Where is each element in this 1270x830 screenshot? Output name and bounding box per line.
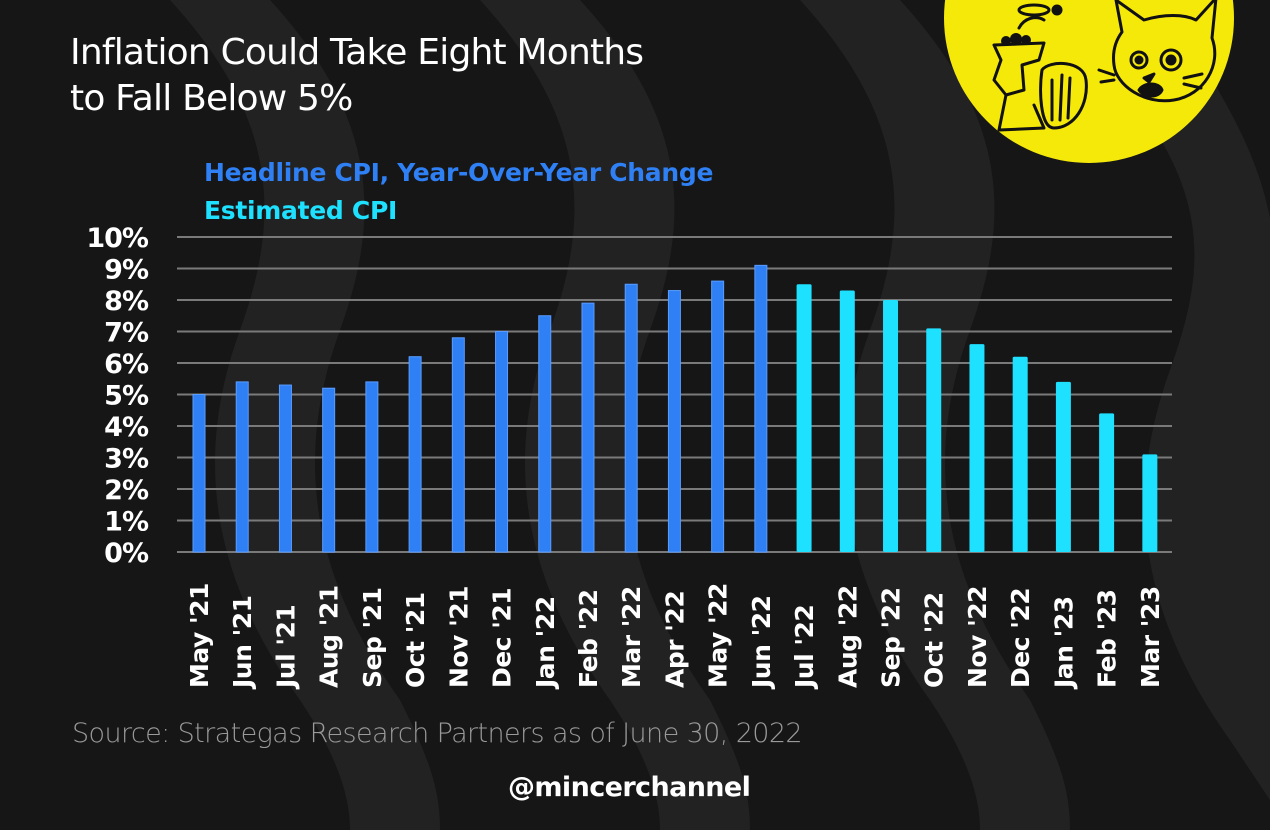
legend-headline-cpi: Headline CPI, Year-Over-Year Change (204, 158, 714, 187)
meat-grinder-and-cat-logo (944, 0, 1234, 163)
y-tick-label: 0% (104, 538, 149, 569)
bar-estimated-cpi (796, 284, 812, 552)
meat-pile-icon (1001, 33, 1031, 46)
y-tick-label: 4% (104, 412, 149, 443)
y-tick-label: 10% (86, 223, 149, 254)
bars (192, 264, 1158, 553)
cat-face-icon (1097, 0, 1218, 103)
y-tick-label: 2% (104, 475, 149, 506)
x-tick-label: Jul '22 (790, 605, 819, 690)
x-tick-label: Jun '22 (747, 595, 776, 690)
bar-headline-cpi (667, 290, 681, 553)
bar-headline-cpi (278, 384, 292, 553)
x-tick-label: May '22 (704, 583, 733, 688)
bar-headline-cpi (581, 302, 595, 553)
bar-estimated-cpi (1055, 381, 1071, 552)
y-tick-label: 7% (104, 318, 149, 349)
x-tick-label: Feb '23 (1093, 589, 1122, 688)
x-tick-label: Aug '21 (315, 585, 344, 688)
x-tick-label: Mar '23 (1136, 586, 1165, 688)
x-tick-label: Dec '21 (488, 588, 517, 688)
chart-title-line-2: to Fall Below 5% (70, 78, 353, 119)
x-tick-label: May '21 (185, 583, 214, 688)
source-note: Source: Strategas Research Partners as o… (72, 718, 803, 749)
x-tick-label: Nov '21 (444, 586, 473, 688)
bar-headline-cpi (365, 381, 379, 553)
bar-estimated-cpi (926, 328, 942, 552)
bar-estimated-cpi (969, 344, 985, 552)
bar-headline-cpi (538, 315, 552, 553)
chart-title: Inflation Could Take Eight Months to Fal… (70, 30, 644, 122)
bar-estimated-cpi (839, 290, 855, 552)
y-tick-label: 6% (104, 349, 149, 380)
y-tick-label: 5% (104, 381, 149, 412)
bar-estimated-cpi (1142, 454, 1158, 552)
x-tick-label: Sep '21 (358, 587, 387, 688)
x-tick-label: Sep '22 (877, 587, 906, 688)
bar-headline-cpi (322, 387, 336, 553)
x-tick-label: Aug '22 (833, 585, 862, 688)
bar-estimated-cpi (883, 300, 899, 552)
x-tick-label: Apr '22 (660, 591, 689, 688)
logo-circle (944, 0, 1234, 163)
x-tick-label: Jan '23 (1049, 596, 1078, 690)
x-tick-label: Feb '22 (574, 589, 603, 688)
bar-headline-cpi (451, 337, 465, 553)
x-tick-label: Dec '22 (1006, 588, 1035, 688)
x-tick-label: Mar '22 (617, 586, 646, 688)
chart-title-line-1: Inflation Could Take Eight Months (70, 32, 644, 73)
x-tick-label: Jun '21 (228, 595, 257, 690)
x-axis-tick-labels: May '21 Jun '21 Jul '21 Aug '21 Sep '21 Oct '… (185, 583, 1165, 690)
meat-grinder-icon (992, 3, 1088, 132)
x-tick-label: Nov '22 (963, 586, 992, 688)
bar-estimated-cpi (1099, 413, 1115, 552)
bar-headline-cpi (192, 394, 206, 553)
bar-headline-cpi (711, 280, 725, 553)
x-tick-label: Oct '21 (401, 592, 430, 688)
bar-estimated-cpi (1012, 356, 1028, 552)
bar-headline-cpi (495, 331, 509, 553)
y-tick-label: 8% (104, 286, 149, 317)
legend-estimated-cpi: Estimated CPI (204, 196, 397, 225)
x-tick-label: Oct '22 (920, 592, 949, 688)
x-tick-label: Jul '21 (271, 605, 300, 690)
y-axis-tick-labels: 0%1%2%3%4%5%6%7%8%9%10% (86, 223, 150, 569)
bar-headline-cpi (408, 356, 422, 553)
y-tick-label: 1% (104, 507, 149, 538)
bar-headline-cpi (624, 283, 638, 553)
x-tick-label: Jan '22 (531, 596, 560, 690)
bar-headline-cpi (754, 264, 768, 553)
channel-handle[interactable]: @mincerchannel (508, 772, 751, 803)
y-tick-label: 3% (104, 444, 149, 475)
bar-headline-cpi (235, 381, 249, 553)
y-tick-label: 9% (104, 255, 149, 286)
